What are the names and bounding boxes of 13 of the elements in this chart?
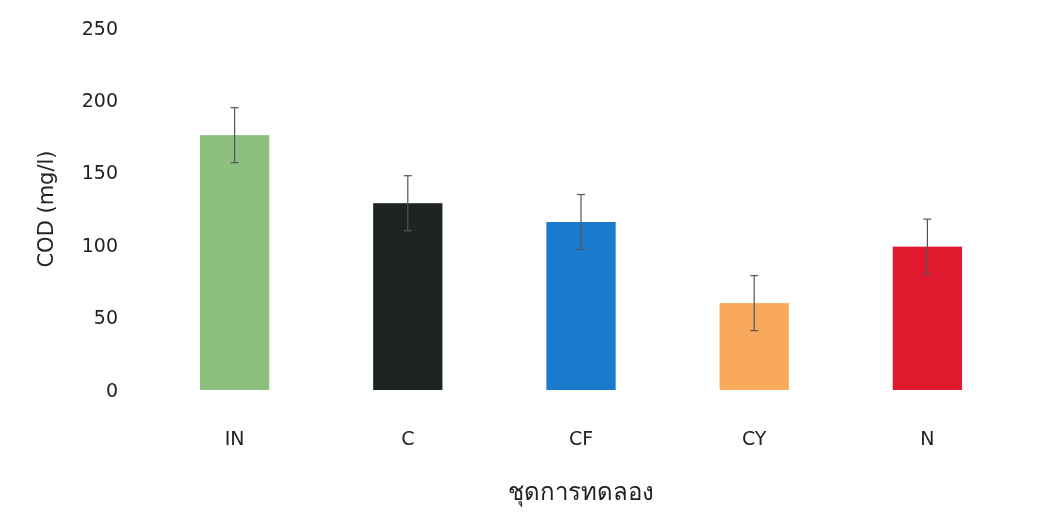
x-tick-label: CY xyxy=(741,427,767,449)
x-tick-label: N xyxy=(920,427,935,449)
y-tick-label: 100 xyxy=(81,233,118,256)
x-tick-label: CF xyxy=(568,427,594,449)
y-tick-label: 250 xyxy=(81,16,118,39)
y-tick-label: 200 xyxy=(81,89,118,112)
y-axis-title: COD (mg/l) xyxy=(34,150,58,268)
x-axis-title: ชุดการทดลอง xyxy=(508,478,654,507)
x-tick-label: IN xyxy=(224,427,245,449)
x-tick-label: C xyxy=(401,427,415,449)
y-tick-label: 0 xyxy=(105,378,118,401)
y-tick-label: 150 xyxy=(81,161,118,184)
y-tick-label: 50 xyxy=(93,306,118,329)
